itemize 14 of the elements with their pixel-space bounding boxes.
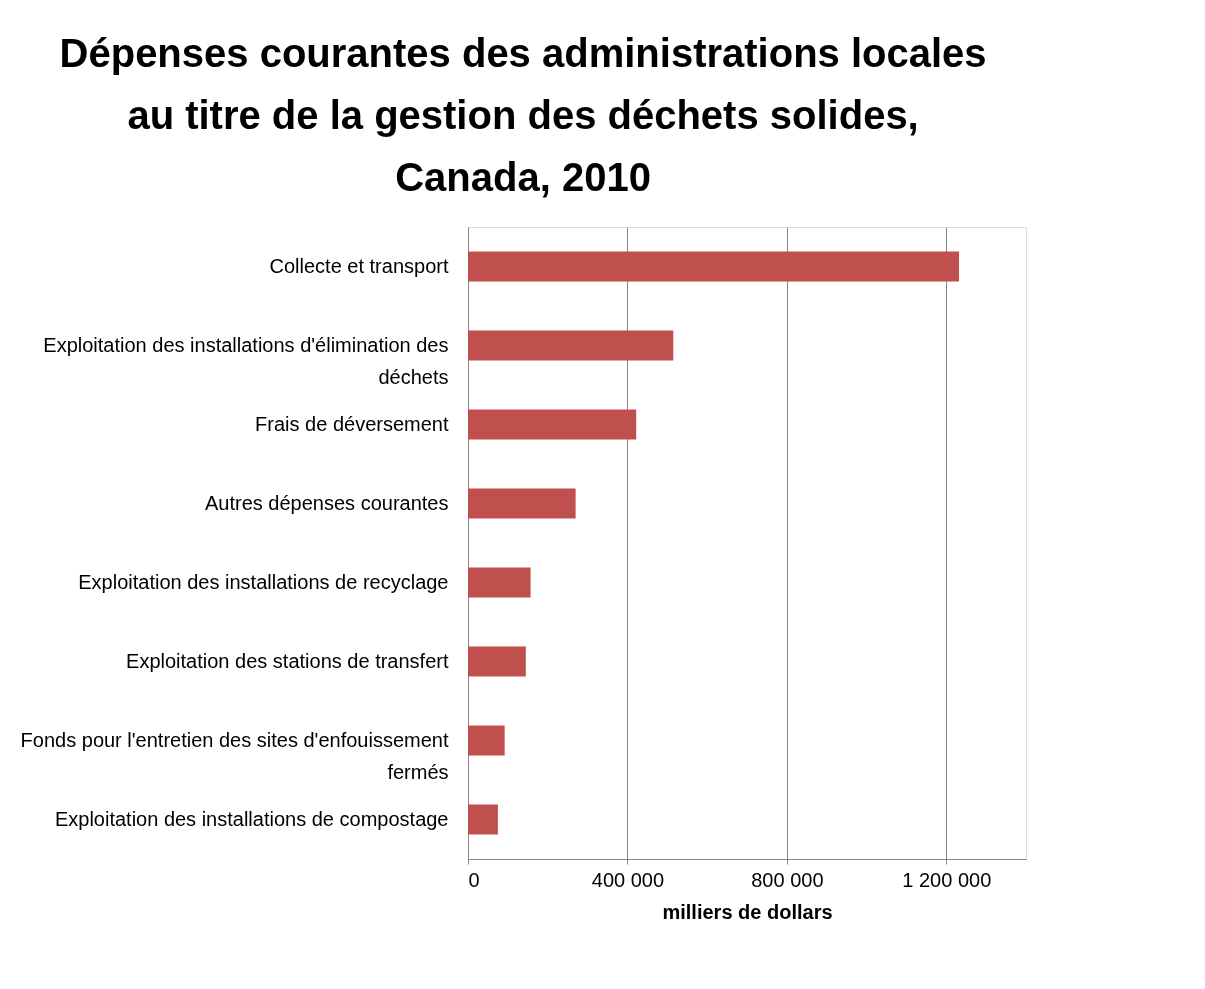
x-tick-label: 400 000: [591, 868, 665, 891]
y-tick-label: Exploitation des installations de recyclage: [78, 570, 449, 593]
x-tick-label: 0: [468, 868, 480, 891]
y-tick-label: Collecte et transport: [269, 254, 449, 277]
y-tick-label: Exploitation des stations de transfert: [126, 649, 449, 672]
y-tick-label: Exploitation des installations de compostage: [54, 807, 449, 830]
x-axis-title: milliers de dollars: [662, 900, 833, 923]
y-tick-label: Autres dépenses courantes: [205, 491, 449, 514]
x-tick-label: 1 200 000: [902, 868, 992, 891]
y-tick-label: Frais de déversement: [255, 412, 449, 435]
chart-title: Dépenses courantes des administrations locales au titre de la gestion des déchets solides, Canada, 2010: [59, 31, 987, 199]
x-tick-label: 800 000: [751, 868, 824, 891]
y-tick-label: Exploitation des installations d'élimination des déchets: [43, 333, 449, 388]
y-tick-label: Fonds pour l'entretien des sites d'enfouissement fermés: [20, 728, 449, 783]
